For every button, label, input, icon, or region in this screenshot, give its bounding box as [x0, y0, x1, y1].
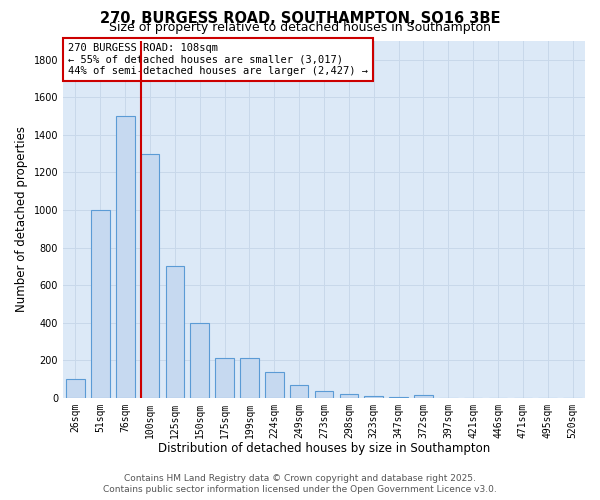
X-axis label: Distribution of detached houses by size in Southampton: Distribution of detached houses by size …: [158, 442, 490, 455]
Bar: [414, 395, 433, 398]
Text: 270 BURGESS ROAD: 108sqm
← 55% of detached houses are smaller (3,017)
44% of sem: 270 BURGESS ROAD: 108sqm ← 55% of detach…: [68, 43, 368, 76]
Bar: [166, 266, 184, 398]
Text: Size of property relative to detached houses in Southampton: Size of property relative to detached ho…: [109, 22, 491, 35]
Text: 270, BURGESS ROAD, SOUTHAMPTON, SO16 3BE: 270, BURGESS ROAD, SOUTHAMPTON, SO16 3BE: [100, 11, 500, 26]
Bar: [141, 154, 160, 398]
Bar: [364, 396, 383, 398]
Bar: [315, 391, 334, 398]
Bar: [340, 394, 358, 398]
Bar: [116, 116, 134, 398]
Bar: [389, 397, 408, 398]
Bar: [265, 372, 284, 398]
Bar: [240, 358, 259, 398]
Bar: [290, 384, 308, 398]
Y-axis label: Number of detached properties: Number of detached properties: [15, 126, 28, 312]
Text: Contains HM Land Registry data © Crown copyright and database right 2025.
Contai: Contains HM Land Registry data © Crown c…: [103, 474, 497, 494]
Bar: [91, 210, 110, 398]
Bar: [66, 379, 85, 398]
Bar: [190, 322, 209, 398]
Bar: [215, 358, 234, 398]
